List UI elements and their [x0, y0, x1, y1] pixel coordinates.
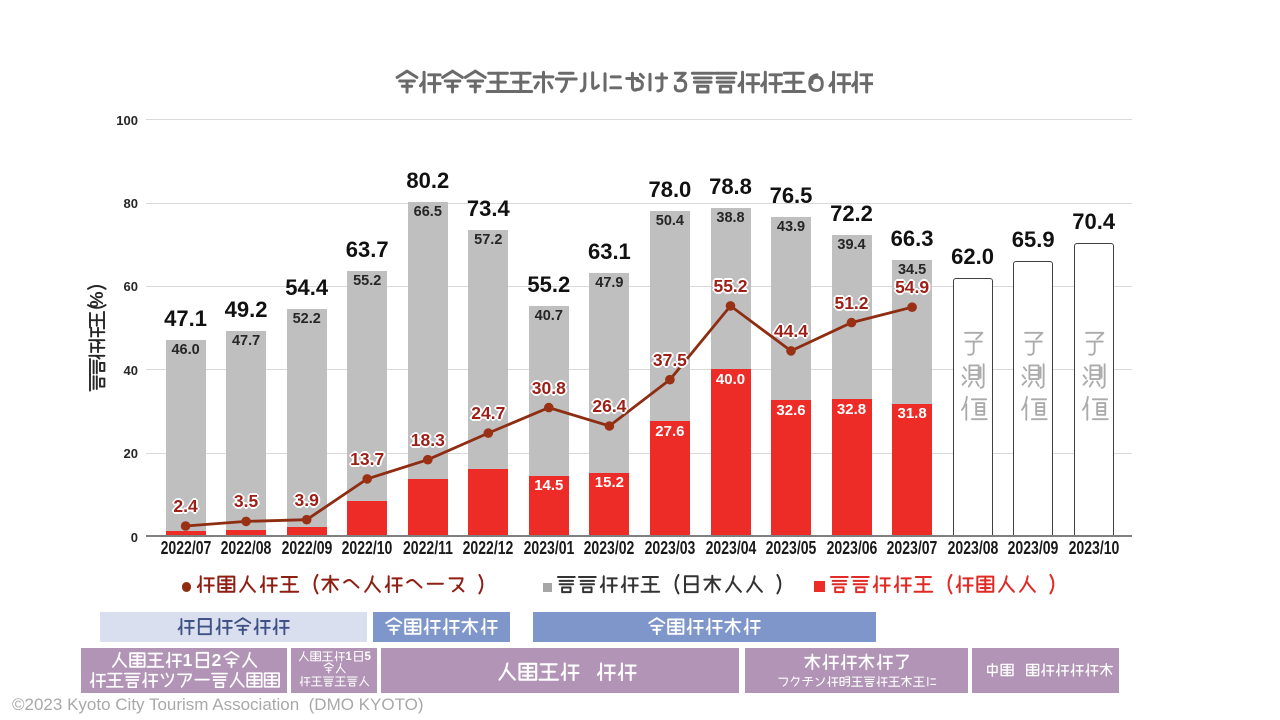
svg-text:2: 2: [212, 650, 222, 670]
svg-text:1: 1: [183, 650, 193, 670]
svg-text:5: 5: [364, 651, 371, 663]
svg-text:%: %: [86, 292, 107, 308]
svg-text:1: 1: [345, 651, 352, 663]
